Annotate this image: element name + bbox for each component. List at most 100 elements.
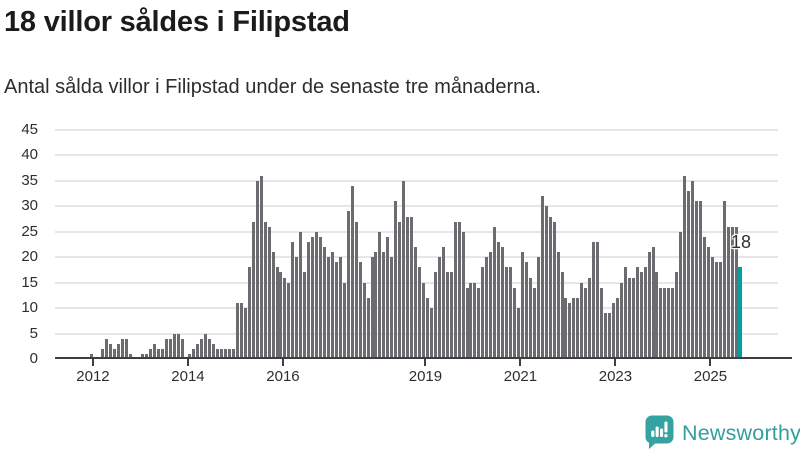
bar — [394, 201, 398, 359]
bar — [319, 236, 323, 359]
bar — [513, 287, 516, 359]
bar — [528, 277, 532, 359]
bar — [354, 221, 358, 359]
bar — [418, 267, 421, 359]
bar — [655, 272, 659, 359]
bar — [730, 226, 734, 359]
y-tick-label: 40 — [21, 146, 38, 164]
bar — [129, 353, 133, 359]
bar — [639, 272, 643, 359]
bar — [691, 180, 695, 359]
bar — [671, 287, 675, 359]
x-axis-line — [55, 357, 792, 359]
bar — [275, 267, 279, 359]
bar — [477, 287, 481, 359]
bar — [216, 348, 220, 359]
bar — [366, 297, 370, 359]
y-tick-label: 15 — [21, 273, 38, 291]
bar — [647, 252, 651, 359]
bar — [592, 241, 596, 359]
bar — [259, 175, 263, 359]
bar — [140, 353, 144, 359]
y-tick-label: 20 — [21, 248, 38, 266]
bar — [287, 282, 291, 359]
bar — [457, 221, 461, 359]
y-tick-label: 5 — [29, 324, 38, 342]
bar — [303, 272, 307, 359]
bar — [109, 343, 113, 359]
newsworthy-bubble-chart-icon — [645, 415, 674, 449]
bar — [469, 282, 473, 359]
page-title: 18 villor såldes i Filipstad — [4, 6, 350, 38]
x-tick-mark — [424, 359, 427, 366]
bar — [156, 348, 160, 359]
gridline — [55, 179, 778, 182]
bar — [255, 180, 259, 359]
x-tick-mark — [281, 359, 284, 366]
bar — [635, 267, 639, 359]
bar — [687, 191, 691, 359]
bar — [307, 241, 311, 359]
bar — [421, 282, 425, 359]
bar — [279, 272, 283, 359]
bar — [398, 221, 402, 359]
bar — [291, 241, 295, 359]
bar — [485, 257, 489, 359]
bar — [643, 267, 647, 359]
bar — [370, 257, 374, 359]
y-tick-label: 30 — [21, 197, 38, 215]
bar — [323, 247, 327, 359]
bar — [465, 287, 469, 359]
gridline — [55, 230, 778, 233]
bar — [501, 247, 505, 359]
bar — [441, 247, 445, 359]
bar — [164, 338, 168, 359]
bar — [631, 277, 635, 359]
bar — [540, 196, 544, 359]
bar — [239, 303, 243, 359]
x-tick-mark — [519, 359, 522, 366]
bar — [667, 287, 671, 359]
bar — [520, 252, 524, 359]
bar — [600, 287, 604, 359]
bar — [212, 343, 216, 359]
bar — [358, 262, 362, 359]
bar — [489, 252, 493, 359]
bar — [315, 231, 319, 359]
highlight-value-label: 18 — [730, 232, 752, 252]
bar — [342, 282, 346, 359]
bar — [556, 252, 560, 359]
bar — [560, 272, 564, 359]
bar — [410, 216, 414, 359]
bar — [414, 247, 418, 359]
bar — [683, 175, 687, 359]
bar — [402, 180, 406, 359]
bar — [160, 348, 164, 359]
bar — [168, 338, 172, 359]
x-tick-mark — [709, 359, 712, 366]
bar — [180, 338, 184, 359]
bar — [101, 348, 105, 359]
gridline — [55, 154, 778, 157]
bar — [362, 282, 366, 359]
bar — [299, 231, 303, 359]
bar — [695, 201, 699, 359]
x-tick-label: 2025 — [693, 368, 728, 385]
bar — [374, 252, 378, 359]
y-tick-label: 10 — [21, 299, 38, 317]
bar — [596, 241, 600, 359]
bar — [406, 216, 410, 359]
bar — [117, 343, 121, 359]
bar — [243, 308, 247, 359]
bar — [718, 262, 722, 359]
bar — [247, 267, 251, 359]
bar — [564, 297, 568, 359]
bar — [192, 348, 196, 359]
bar — [580, 282, 584, 359]
bar — [148, 348, 152, 359]
bar — [330, 252, 334, 359]
gridline — [55, 129, 778, 131]
bar — [326, 257, 330, 359]
bar — [572, 297, 576, 359]
